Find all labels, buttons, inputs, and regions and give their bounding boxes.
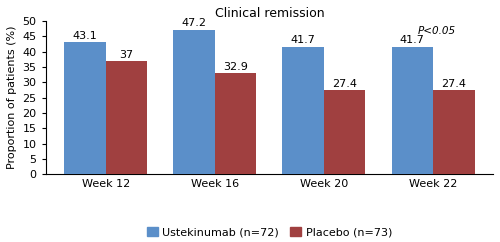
Y-axis label: Proportion of patients (%): Proportion of patients (%) (7, 26, 17, 169)
Text: 43.1: 43.1 (72, 31, 98, 41)
Text: 41.7: 41.7 (400, 35, 424, 45)
Text: 41.7: 41.7 (290, 35, 316, 45)
Text: P<0.05: P<0.05 (418, 26, 456, 36)
Text: 32.9: 32.9 (223, 62, 248, 72)
Title: Clinical remission: Clinical remission (214, 7, 324, 20)
Bar (106, 61, 147, 174)
Bar (392, 46, 433, 174)
Text: 37: 37 (120, 50, 134, 60)
Bar (174, 30, 215, 174)
Bar (282, 46, 324, 174)
Bar (324, 90, 366, 174)
Bar (433, 90, 474, 174)
Text: 27.4: 27.4 (442, 79, 466, 89)
Legend: Ustekinumab (n=72), Placebo (n=73): Ustekinumab (n=72), Placebo (n=73) (142, 223, 397, 242)
Bar (215, 74, 256, 174)
Bar (64, 42, 106, 174)
Text: 27.4: 27.4 (332, 79, 357, 89)
Text: 47.2: 47.2 (182, 18, 206, 29)
